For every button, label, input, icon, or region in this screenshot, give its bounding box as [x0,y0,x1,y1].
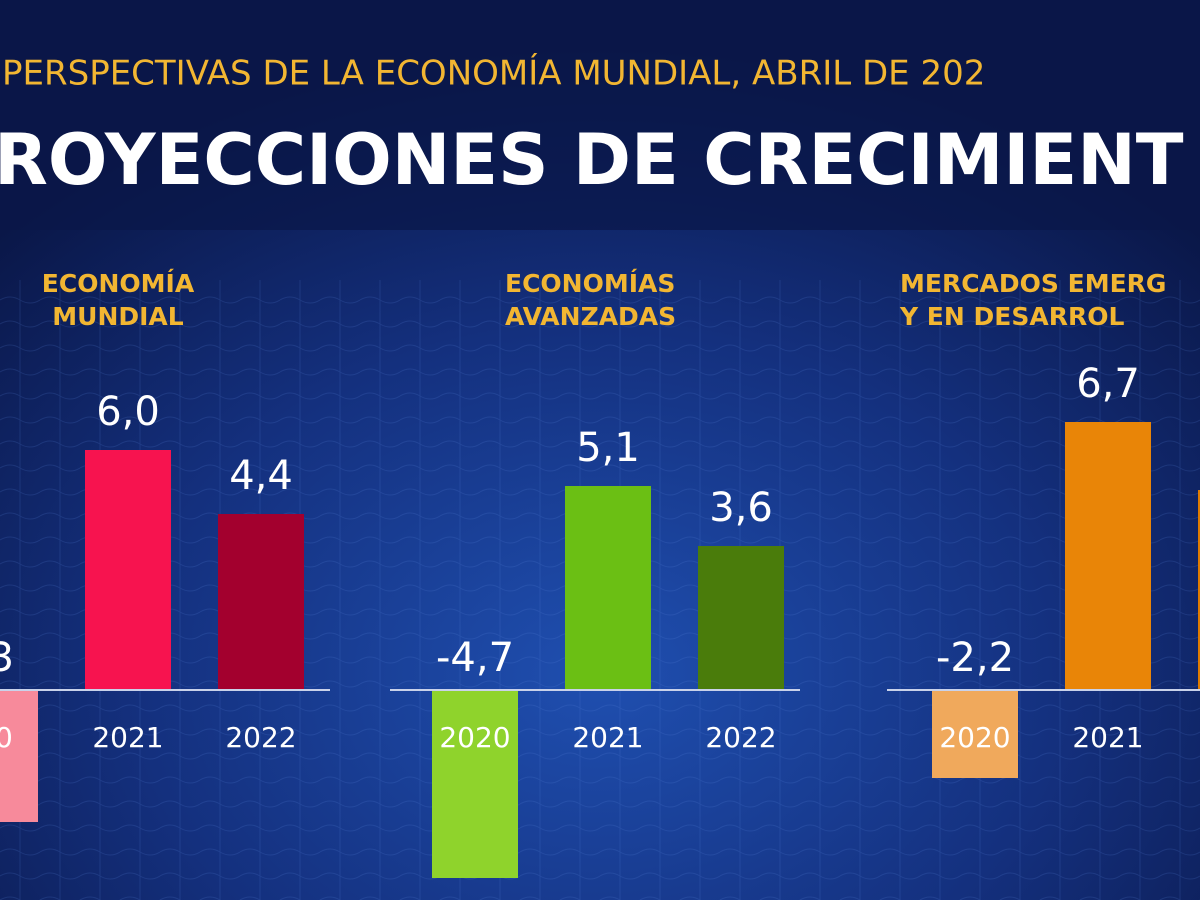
value-label: ,3 [0,635,14,681]
panel-title: ECONOMÍAS [505,269,675,298]
bar [565,486,651,690]
category-label: 2021 [1072,721,1143,754]
bar [1065,422,1151,690]
category-label: 2020 [939,721,1010,754]
bar [698,546,784,690]
bar [432,690,518,878]
category-label: 2020 [439,721,510,754]
category-label: 2022 [705,721,776,754]
value-label: 6,0 [96,389,160,435]
bar [932,690,1018,778]
panel-title: Y EN DESARROL [899,302,1124,331]
subtitle: PERSPECTIVAS DE LA ECONOMÍA MUNDIAL, ABR… [2,53,985,94]
panel-title: MUNDIAL [52,302,184,331]
bar [85,450,171,690]
panel-title: MERCADOS EMERG [900,269,1166,298]
value-label: -2,2 [936,635,1014,681]
value-label: 4,4 [229,453,293,499]
category-label: 20 [0,721,13,754]
header-band [0,0,1200,230]
title: ROYECCIONES DE CRECIMIENT [0,119,1184,201]
panel-title: AVANZADAS [505,302,676,331]
bar [1198,490,1200,690]
bar [0,690,38,822]
bar [218,514,304,690]
value-label: -4,7 [436,635,514,681]
category-label: 2021 [572,721,643,754]
category-label: 2022 [225,721,296,754]
value-label: 5,1 [576,425,640,471]
value-label: 6,7 [1076,361,1140,407]
value-label: 3,6 [709,485,773,531]
category-label: 2021 [92,721,163,754]
panel-title: ECONOMÍA [42,269,195,298]
